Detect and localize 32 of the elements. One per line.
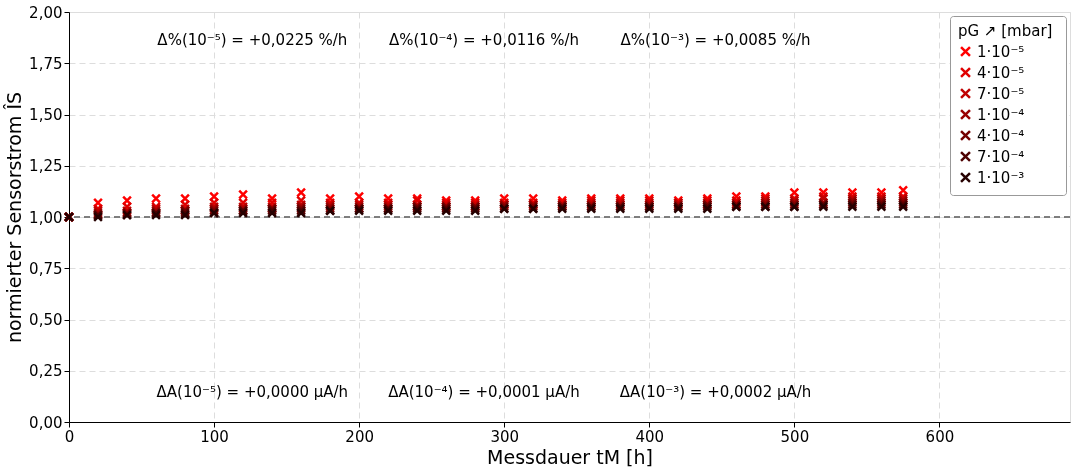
annotation: Δ%(10⁻³) = +0,0085 %/h [620,31,811,49]
annotation: Δ%(10⁻⁴) = +0,0116 %/h [388,31,579,49]
x-tick-label: 400 [635,427,665,446]
legend-label: 4·10⁻⁴ [977,126,1025,145]
y-tick-label: 0,75 [29,259,63,278]
y-tick-label: 1,00 [29,208,63,227]
legend-title: pG ↗ [mbar] [958,22,1053,40]
y-tick-label: 0,25 [29,362,63,381]
y-tick-label: 2,00 [29,3,63,22]
x-axis-title: Messdauer tM [h] [487,445,653,468]
y-tick-label: 1,50 [29,106,63,124]
legend-label: 1·10⁻⁴ [977,105,1025,124]
annotation: Δ%(10⁻⁵) = +0,0225 %/h [157,31,348,49]
x-tick-label: 300 [490,427,520,446]
y-tick-label: 1,25 [29,157,63,176]
annotation: ΔA(10⁻³) = +0,0002 µA/h [619,383,812,401]
x-tick-label: 500 [780,427,810,446]
x-tick-label: 600 [925,427,955,446]
legend-label: 1·10⁻³ [977,168,1025,187]
legend-label: 4·10⁻⁵ [977,63,1025,82]
x-tick-label: 0 [64,427,75,446]
legend-label: 7·10⁻⁵ [977,84,1025,103]
y-tick-label: 0,50 [29,311,63,329]
annotation: ΔA(10⁻⁴) = +0,0001 µA/h [388,383,580,401]
x-tick-label: 100 [200,427,229,446]
annotation: ΔA(10⁻⁵) = +0,0000 µA/h [156,383,349,401]
y-tick-label: 1,75 [29,54,63,73]
y-tick-label: 0,00 [29,413,63,432]
legend-label: 7·10⁻⁴ [977,147,1025,166]
y-axis-title: normierter Sensorstrom ÎS [3,91,26,344]
x-tick-label: 200 [345,427,374,446]
legend-label: 1·10⁻⁵ [977,42,1025,61]
